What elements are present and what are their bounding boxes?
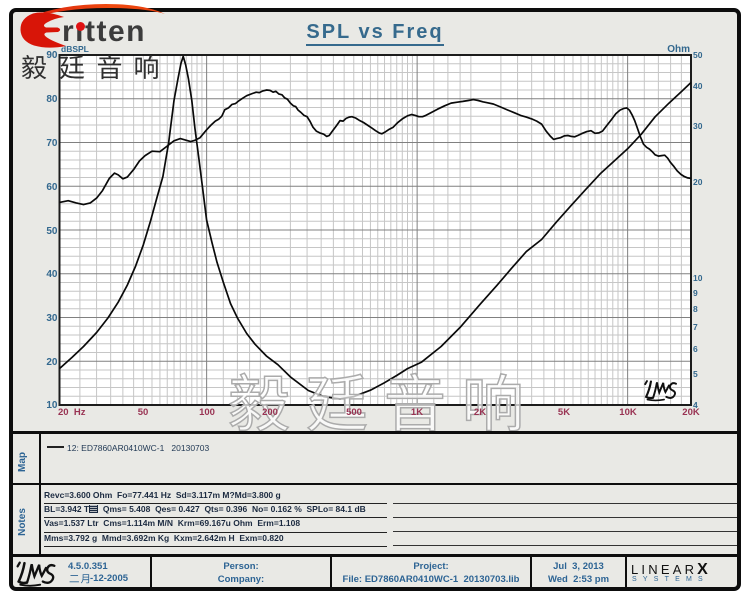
svg-text:80: 80: [46, 94, 58, 105]
svg-text:Notes: Notes: [17, 508, 28, 536]
svg-text:2K: 2K: [474, 407, 486, 418]
svg-text:Map: Map: [17, 452, 28, 472]
svg-text:500: 500: [346, 407, 362, 418]
svg-text:200: 200: [262, 407, 278, 418]
svg-text:50: 50: [138, 407, 149, 418]
svg-text:4: 4: [693, 400, 698, 410]
svg-text:5K: 5K: [558, 407, 570, 418]
svg-text:8: 8: [693, 304, 698, 314]
svg-text:20K: 20K: [682, 407, 700, 418]
svg-text:9: 9: [693, 288, 698, 298]
svg-text:20: 20: [46, 357, 58, 368]
svg-text:20 Hz: 20 Hz: [58, 407, 86, 418]
svg-text:100: 100: [199, 407, 215, 418]
svg-text:10: 10: [693, 273, 703, 283]
svg-text:10: 10: [46, 400, 58, 411]
svg-text:30: 30: [46, 313, 58, 324]
svg-text:7: 7: [693, 322, 698, 332]
svg-text:50: 50: [46, 226, 58, 237]
svg-text:30: 30: [693, 121, 703, 131]
svg-text:5: 5: [693, 369, 698, 379]
svg-text:20: 20: [693, 177, 703, 187]
svg-text:dBSPL: dBSPL: [61, 44, 89, 54]
svg-text:40: 40: [693, 81, 703, 91]
svg-text:6: 6: [693, 344, 698, 354]
svg-text:60: 60: [46, 182, 58, 193]
svg-text:Ohm: Ohm: [667, 44, 690, 55]
svg-text:40: 40: [46, 269, 58, 280]
svg-text:50: 50: [693, 50, 703, 60]
svg-text:1K: 1K: [411, 407, 423, 418]
svg-text:10K: 10K: [619, 407, 637, 418]
svg-text:70: 70: [46, 138, 58, 149]
svg-text:90: 90: [46, 50, 58, 61]
